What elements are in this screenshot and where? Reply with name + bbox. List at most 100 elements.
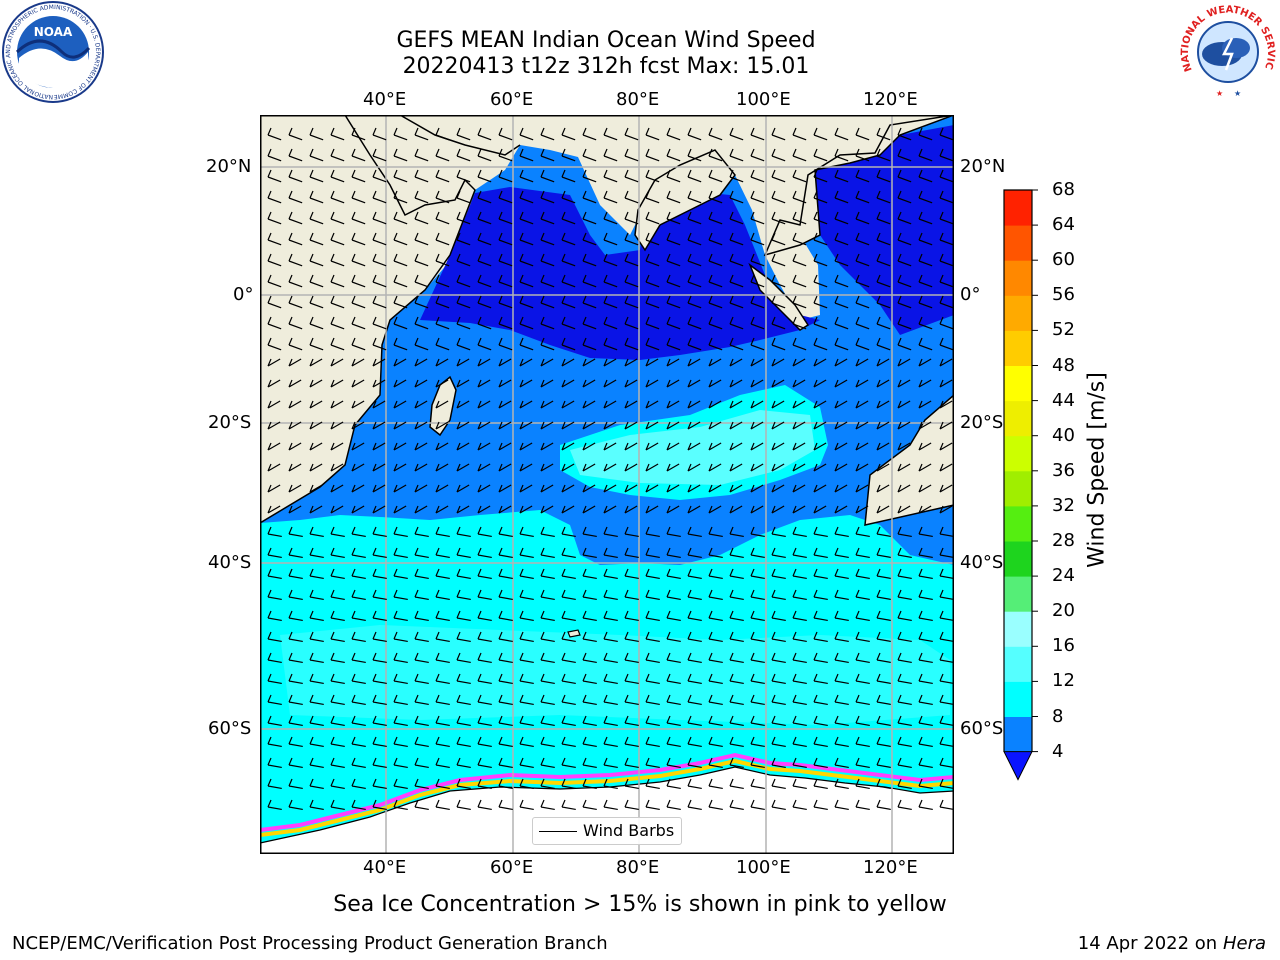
wind-barb <box>267 505 281 514</box>
wind-barb <box>645 316 660 330</box>
wind-barb <box>792 736 807 748</box>
wind-barb <box>267 736 282 748</box>
wind-barb <box>330 526 345 538</box>
lon-label-bottom-60e: 60°E <box>490 857 534 878</box>
wind-barb <box>288 190 303 204</box>
wind-barb <box>645 694 660 706</box>
wind-barb <box>582 799 597 811</box>
wind-barb <box>393 736 408 748</box>
wind-barb <box>918 778 933 790</box>
wind-barb <box>939 211 954 225</box>
wind-barb <box>666 757 681 769</box>
wind-barb <box>372 547 387 559</box>
wind-barb <box>372 295 387 309</box>
footer-date: 14 Apr 2022 on Hera <box>1078 933 1266 955</box>
wind-barb <box>897 148 912 162</box>
wind-barb <box>603 736 618 748</box>
wind-barb <box>666 715 681 727</box>
wind-barb <box>939 316 954 330</box>
plot-subtitle: 20220413 t12z 312h fcst Max: 15.01 <box>402 54 810 79</box>
wind-barb <box>729 505 743 514</box>
wind-barb <box>393 694 408 706</box>
wind-barb <box>603 463 617 472</box>
wind-barb <box>372 148 387 162</box>
wind-barb <box>456 715 471 727</box>
wind-barb <box>519 715 534 727</box>
wind-barb <box>855 421 869 430</box>
wind-barb <box>666 400 680 409</box>
wind-barb <box>939 694 954 706</box>
wind-barb <box>813 736 828 748</box>
wind-barb <box>582 400 596 409</box>
wind-barb <box>267 211 282 225</box>
wind-barb <box>267 757 282 769</box>
wind-barb <box>330 316 345 330</box>
wind-barb <box>267 799 282 811</box>
wind-barb <box>855 526 870 538</box>
wind-barb <box>288 274 303 288</box>
wind-barb <box>582 442 596 451</box>
wind-barb <box>603 274 618 288</box>
wind-barb <box>855 295 870 309</box>
arabia-coastline <box>399 115 521 156</box>
wind-barb <box>372 400 386 409</box>
wind-barb <box>876 421 890 430</box>
wind-barb <box>708 253 723 267</box>
wind-barb <box>603 694 618 706</box>
wind-barb <box>603 631 618 643</box>
wind-barb <box>372 421 386 430</box>
wind-barb <box>267 253 282 267</box>
colorbar-tick-label: 20 <box>1052 600 1075 622</box>
wind-barb <box>414 148 429 162</box>
wind-barb <box>645 274 660 288</box>
wind-barb <box>750 379 764 388</box>
wind-barb <box>561 526 576 538</box>
wind-barb <box>939 610 954 622</box>
wind-barb <box>708 442 722 451</box>
wind-barb <box>771 547 786 559</box>
wind-barb <box>750 610 765 622</box>
wind-barb <box>288 694 303 706</box>
wind-barb <box>687 316 702 330</box>
wind-barb <box>519 253 534 267</box>
wind-barb <box>876 505 890 514</box>
wind-barb <box>309 673 324 685</box>
wind-barb <box>750 442 764 451</box>
wind-barb <box>519 631 534 643</box>
wind-barb <box>897 421 911 430</box>
wind-barb <box>372 358 386 367</box>
wind-barb <box>519 211 534 225</box>
wind-barb <box>372 316 387 330</box>
wind-barb <box>414 169 429 183</box>
wind-barb <box>393 631 408 643</box>
wind-barb <box>267 778 282 790</box>
wind-barb <box>456 211 471 225</box>
wind-barb <box>498 547 513 559</box>
wind-barb <box>624 631 639 643</box>
wind-barb <box>834 547 849 559</box>
wind-barb <box>435 358 449 367</box>
wind-barb <box>687 379 701 388</box>
wind-barb <box>372 169 387 183</box>
wind-barb <box>561 736 576 748</box>
wind-barb <box>834 526 849 538</box>
wind-barb <box>456 421 470 430</box>
wind-barb <box>813 505 827 514</box>
wind-barb <box>414 673 429 685</box>
wind-barb <box>771 673 786 685</box>
wind-barb <box>267 631 282 643</box>
wind-barb <box>729 610 744 622</box>
wind-barb <box>813 610 828 622</box>
wind-barb <box>666 463 680 472</box>
wind-barb <box>372 505 386 514</box>
wind-barb <box>687 715 702 727</box>
wind-barb <box>834 610 849 622</box>
wind-barb <box>582 736 597 748</box>
wind-barb <box>330 400 344 409</box>
wind-barb <box>603 169 618 183</box>
wind-barb <box>435 442 449 451</box>
wind-barb <box>813 715 828 727</box>
wind-barb <box>435 295 450 309</box>
wind-barb <box>750 463 764 472</box>
wind-barb <box>477 400 491 409</box>
